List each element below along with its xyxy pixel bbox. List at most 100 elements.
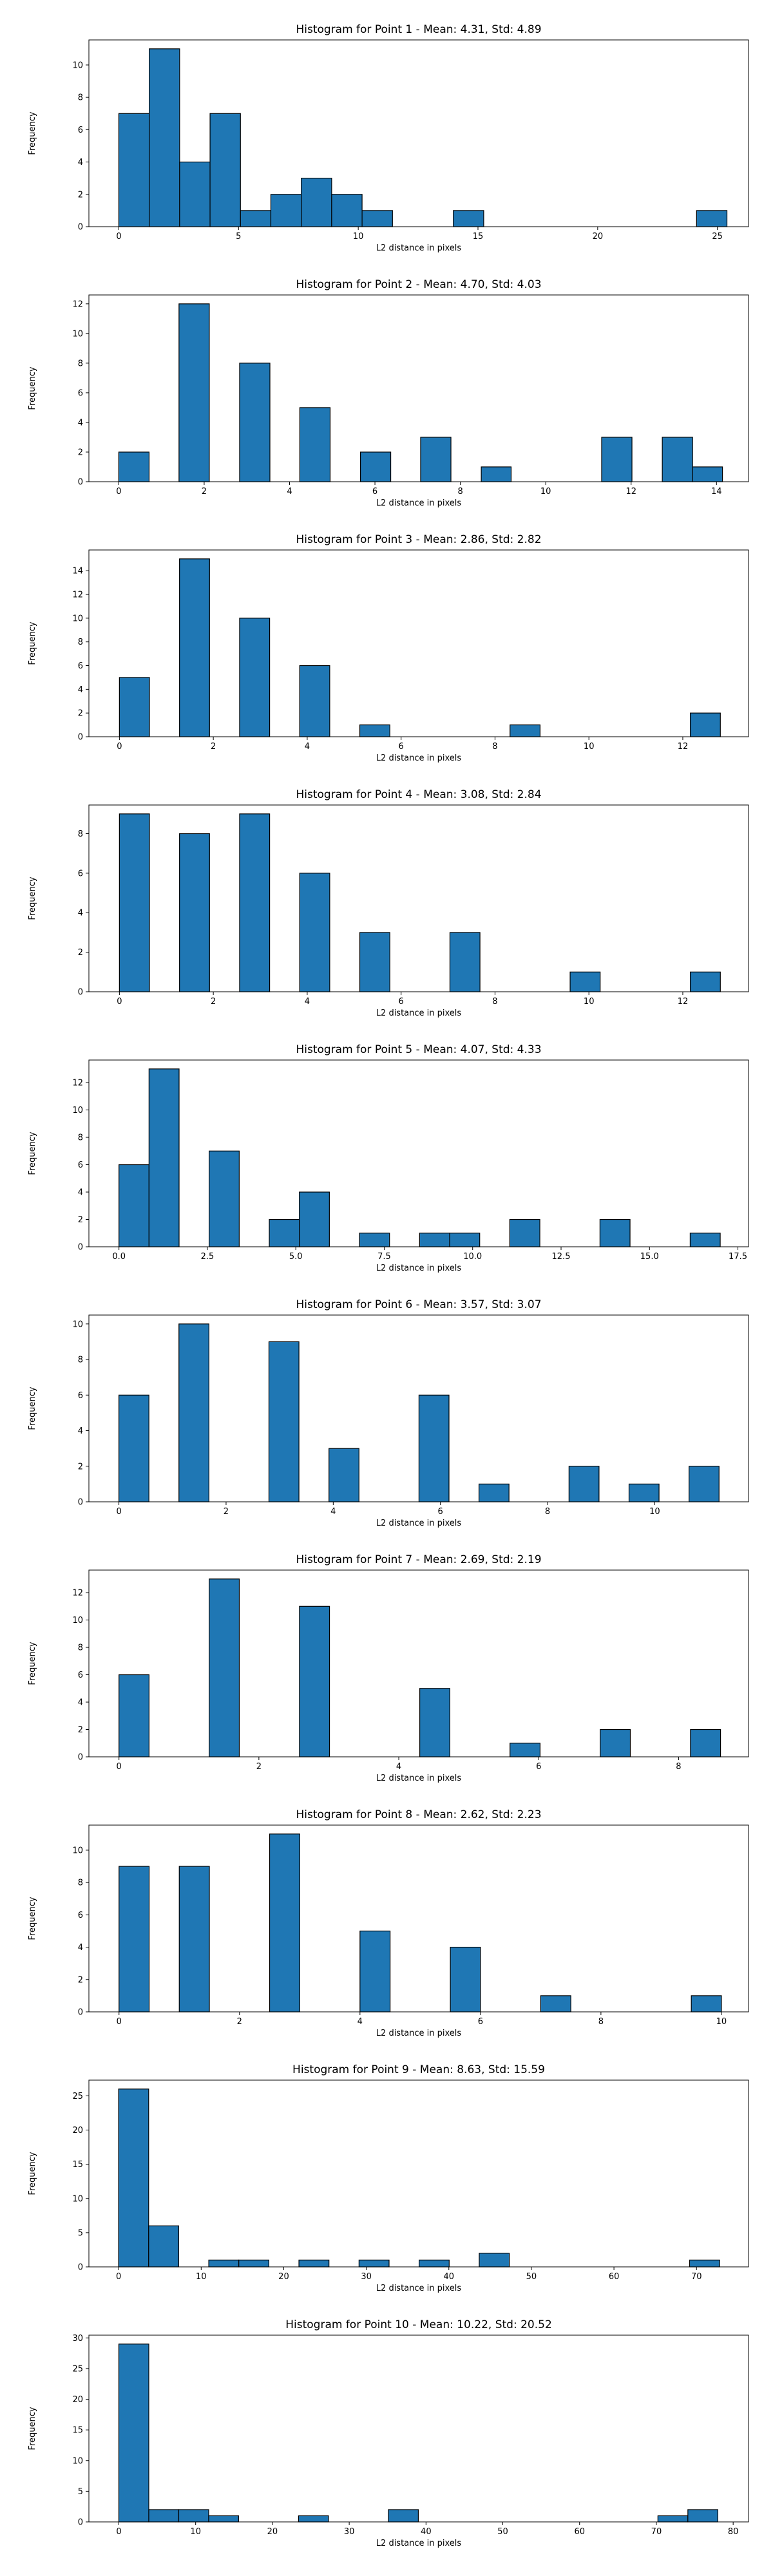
y-tick-label: 8: [78, 359, 83, 368]
y-tick-label: 2: [78, 190, 83, 200]
x-tick-label: 15: [473, 232, 484, 242]
y-tick-label: 6: [78, 1391, 83, 1401]
histogram-bar: [449, 1233, 481, 1247]
y-tick-label: 4: [78, 158, 83, 167]
histogram-bar: [209, 1150, 240, 1247]
y-tick-label: 0: [78, 2263, 83, 2273]
y-tick-label: 12: [72, 1589, 83, 1598]
histogram-bar: [119, 1674, 149, 1757]
x-axis-label: L2 distance in pixels: [376, 753, 462, 763]
plot-frame: [88, 549, 749, 737]
y-tick-label: 4: [78, 1698, 83, 1708]
histogram-bar: [178, 2509, 209, 2523]
histogram-bar: [298, 2515, 329, 2523]
x-tick-label: 2.5: [201, 1252, 215, 1262]
histogram-bar: [209, 113, 241, 227]
histogram-bar: [692, 466, 723, 482]
y-tick-label: 25: [72, 2364, 83, 2374]
histogram-bar: [118, 2088, 149, 2268]
histogram-bar: [148, 2509, 180, 2523]
plot-frame: [88, 804, 749, 992]
y-tick-label: 10: [72, 61, 83, 70]
x-tick-label: 10: [584, 742, 595, 752]
x-axis-label: L2 distance in pixels: [376, 2029, 462, 2038]
histogram-bar: [239, 363, 271, 482]
x-tick-label: 2: [211, 997, 216, 1007]
histogram-bar: [208, 2259, 240, 2268]
histogram-bar: [600, 1728, 631, 1757]
histogram-bar: [657, 2515, 689, 2523]
x-tick-label: 50: [497, 2527, 508, 2537]
histogram-bar: [358, 2259, 390, 2268]
x-tick-label: 10: [196, 2272, 207, 2282]
histogram-bar: [179, 833, 210, 992]
x-tick-label: 30: [361, 2272, 372, 2282]
y-tick-label: 5: [78, 2487, 83, 2497]
x-tick-label: 0: [116, 232, 121, 242]
x-tick-label: 60: [574, 2527, 585, 2537]
x-tick-label: 4: [305, 742, 310, 752]
x-tick-label: 12: [678, 742, 689, 752]
x-tick-label: 30: [344, 2527, 355, 2537]
histogram-bar: [299, 1191, 330, 1247]
histogram-bar: [179, 558, 210, 737]
histogram-bar: [269, 1833, 300, 2012]
y-tick-label: 10: [72, 1616, 83, 1625]
plot-frame: [88, 2079, 749, 2268]
x-tick-label: 4: [358, 2017, 363, 2027]
y-tick-label: 4: [78, 685, 83, 695]
histogram-bar: [149, 48, 180, 227]
histogram-point-7: Histogram for Point 7 - Mean: 2.69, Std:…: [28, 1553, 749, 1783]
x-tick-label: 8: [492, 997, 497, 1007]
chart-title: Histogram for Point 7 - Mean: 2.69, Std:…: [296, 1553, 541, 1566]
chart-title: Histogram for Point 10 - Mean: 10.22, St…: [285, 2318, 552, 2331]
x-tick-label: 2: [211, 742, 216, 752]
histogram-bar: [691, 1995, 722, 2012]
x-tick-label: 6: [478, 2017, 483, 2027]
histogram-bar: [569, 971, 601, 992]
x-tick-label: 0: [117, 742, 122, 752]
x-tick-label: 8: [457, 487, 463, 497]
histogram-bar: [453, 210, 484, 227]
histogram-bar: [601, 437, 633, 482]
y-axis-label: Frequency: [28, 621, 37, 665]
histogram-bar: [359, 932, 390, 992]
histogram-bar: [178, 1866, 210, 2012]
histogram-bar: [510, 724, 541, 737]
histogram-bar: [119, 813, 150, 992]
x-tick-label: 5: [236, 232, 241, 242]
x-tick-label: 0: [116, 1507, 121, 1517]
x-tick-label: 20: [267, 2527, 278, 2537]
x-axis-label: L2 distance in pixels: [376, 2284, 462, 2293]
y-tick-label: 10: [72, 329, 83, 339]
histogram-bar: [270, 194, 302, 227]
chart-title: Histogram for Point 9 - Mean: 8.63, Std:…: [292, 2063, 545, 2076]
histogram-bar: [689, 2259, 720, 2268]
plot-frame: [88, 39, 749, 227]
histogram-bar: [479, 2253, 510, 2268]
plot-frame: [88, 2334, 749, 2523]
histogram-point-2: Histogram for Point 2 - Mean: 4.70, Std:…: [28, 278, 749, 508]
plot-frame: [88, 1569, 749, 1757]
histogram-bar: [509, 1218, 540, 1247]
y-tick-label: 4: [78, 1426, 83, 1436]
y-tick-label: 0: [78, 223, 83, 232]
y-tick-label: 8: [78, 1356, 83, 1365]
histogram-bar: [481, 466, 512, 482]
histogram-bar: [690, 712, 721, 737]
x-tick-label: 8: [492, 742, 497, 752]
x-tick-label: 40: [421, 2527, 432, 2537]
histogram-bar: [388, 2509, 419, 2523]
x-tick-label: 8: [676, 1762, 681, 1772]
y-tick-label: 12: [72, 1079, 83, 1088]
histogram-bar: [696, 210, 728, 227]
y-tick-label: 2: [78, 948, 83, 958]
histogram-bar: [419, 1688, 450, 1757]
x-tick-label: 0: [116, 2272, 121, 2282]
histogram-bar: [628, 1483, 660, 1502]
histogram-bar: [239, 813, 271, 992]
x-tick-label: 17.5: [729, 1252, 747, 1262]
histogram-bar: [179, 161, 211, 227]
histogram-bar: [269, 1218, 300, 1247]
